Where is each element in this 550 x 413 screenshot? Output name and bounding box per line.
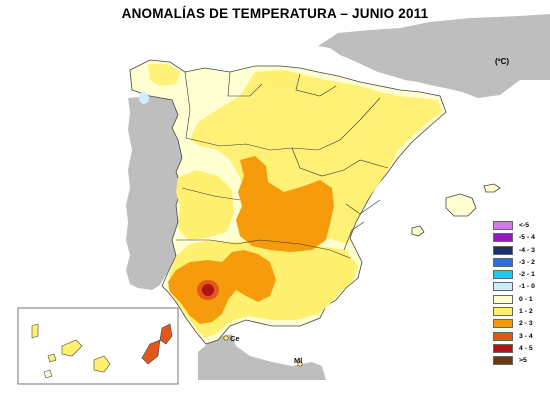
anomaly-zone-minus1-0-spot — [139, 92, 149, 104]
france-land — [318, 14, 550, 98]
portugal-land — [126, 96, 182, 290]
anomaly-zone-2-3-guadalquivir — [168, 250, 276, 324]
legend-label: -1 - 0 — [519, 283, 535, 291]
legend-label: 2 - 3 — [519, 320, 533, 328]
balearic-ibiza — [411, 225, 425, 237]
legend-swatch — [493, 257, 513, 267]
legend-unit: (ºC) — [495, 57, 510, 66]
legend-item: -3 - 2 — [493, 257, 550, 269]
ceuta-marker — [223, 335, 229, 341]
legend-item: 3 - 4 — [493, 331, 550, 343]
legend-swatch — [493, 343, 513, 353]
canary-lanzarote — [159, 323, 173, 345]
canary-la-palma — [31, 323, 39, 339]
canary-fuerteventura — [141, 339, 161, 365]
legend-item: 0 - 1 — [493, 294, 550, 306]
morocco-land — [198, 334, 326, 380]
legend-item: -1 - 0 — [493, 281, 550, 293]
legend-swatch — [493, 319, 513, 329]
anomaly-zone-1-2-northwest — [148, 64, 180, 86]
balearic-mallorca — [445, 193, 477, 217]
canary-gran-canaria — [93, 355, 111, 373]
anomaly-zone-1-2-west — [176, 170, 234, 240]
legend-swatch — [493, 294, 513, 304]
legend-label: 3 - 4 — [519, 332, 533, 340]
legend-item: 2 - 3 — [493, 318, 550, 330]
legend-swatch — [493, 270, 513, 280]
legend-swatch — [493, 356, 513, 366]
legend-item: -5 - 4 — [493, 232, 550, 244]
legend-item: >5 — [493, 355, 550, 367]
melilla-marker — [297, 361, 303, 367]
canary-el-hierro — [43, 369, 53, 379]
legend-swatch — [493, 233, 513, 243]
legend-item: 1 - 2 — [493, 306, 550, 318]
legend-item: 4 - 5 — [493, 343, 550, 355]
legend-label: -4 - 3 — [519, 246, 535, 254]
legend-label: -2 - 1 — [519, 271, 535, 279]
legend-label: -3 - 2 — [519, 258, 535, 266]
ceuta-label: Ce — [230, 334, 240, 343]
legend-swatch — [493, 282, 513, 292]
canary-la-gomera — [47, 353, 57, 363]
legend-label: <-5 — [519, 222, 530, 229]
legend-label: 1 - 2 — [519, 308, 533, 316]
legend-label: -5 - 4 — [519, 234, 535, 242]
legend-swatch — [493, 221, 513, 230]
legend-item: -2 - 1 — [493, 269, 550, 281]
legend-swatch — [493, 245, 513, 255]
legend-item: -4 - 3 — [493, 245, 550, 257]
legend-label: >5 — [519, 357, 527, 365]
region-borders — [176, 71, 389, 259]
anomaly-zone-2-3-centre — [236, 156, 334, 252]
legend: <-5 -5 - 4 -4 - 3 -3 - 2 -2 - 1 -1 - 0 0 - 1 1 … — [493, 220, 550, 368]
map-title: ANOMALÍAS DE TEMPERATURA – JUNIO 2011 — [121, 6, 429, 21]
melilla-label: Ml — [294, 356, 303, 365]
legend-item: <-5 — [493, 220, 550, 232]
legend-swatch — [493, 331, 513, 341]
canary-tenerife — [61, 339, 83, 357]
legend-label: 0 - 1 — [519, 295, 533, 303]
balearic-menorca — [483, 183, 501, 193]
anomaly-zone-4-5-spot — [202, 284, 214, 296]
legend-label: 4 - 5 — [519, 344, 533, 352]
legend-swatch — [493, 307, 513, 317]
anomaly-zone-1-2-cantabria — [255, 70, 300, 88]
